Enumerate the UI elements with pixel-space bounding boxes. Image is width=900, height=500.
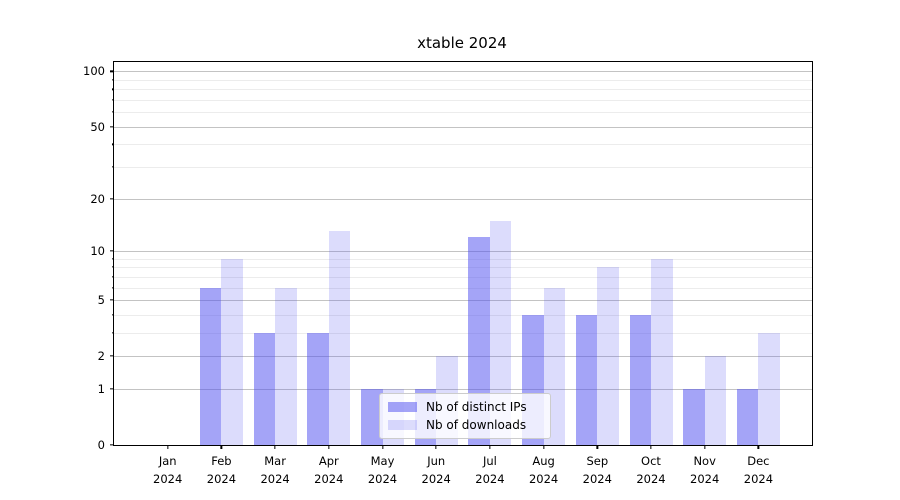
- y-gridline-minor: [114, 144, 812, 146]
- y-tick-label: 1: [97, 381, 105, 396]
- x-tick-label-mar: Mar 2024: [260, 454, 290, 486]
- x-tick-label-feb: Feb 2024: [206, 454, 237, 486]
- bar-distinct-ips-apr: [307, 332, 329, 445]
- x-axis-tick: [650, 445, 652, 449]
- y-gridline-minor: [114, 314, 812, 316]
- y-axis-minor-tick: [111, 332, 114, 334]
- x-axis-tick: [757, 445, 760, 449]
- y-gridline-minor: [114, 267, 812, 269]
- y-tick-label: 0: [97, 438, 105, 452]
- bar-distinct-ips-nov: [683, 388, 705, 445]
- y-axis-tick: [110, 197, 114, 200]
- y-axis-minor-tick: [111, 166, 114, 168]
- y-gridline-minor: [114, 112, 812, 114]
- y-gridline-major: [114, 126, 812, 128]
- x-tick-label-jun: Jun 2024: [421, 454, 451, 486]
- y-axis-tick: [110, 388, 114, 390]
- x-axis-tick: [381, 445, 384, 449]
- y-tick-label: 100: [83, 64, 105, 79]
- y-axis-minor-tick: [111, 286, 114, 289]
- x-axis-tick: [167, 445, 169, 449]
- y-gridline-major: [114, 71, 812, 73]
- bar-distinct-ips-dec: [736, 388, 759, 445]
- x-tick-label-apr: Apr 2024: [314, 454, 344, 486]
- bar-distinct-ips-feb: [199, 287, 222, 445]
- bar-downloads-nov: [704, 356, 727, 445]
- bar-downloads-jul: [489, 220, 512, 445]
- y-axis-minor-tick: [111, 111, 114, 113]
- y-axis-tick: [110, 250, 114, 252]
- bar-distinct-ips-mar: [253, 332, 276, 445]
- x-axis-tick: [596, 445, 598, 449]
- x-tick-label-jan: Jan 2024: [153, 454, 183, 486]
- y-axis-tick: [110, 299, 114, 301]
- x-axis-tick: [220, 445, 223, 449]
- y-gridline-minor: [114, 99, 812, 101]
- y-axis-minor-tick: [111, 314, 114, 316]
- x-axis-tick: [274, 445, 276, 449]
- y-gridline-minor: [114, 89, 812, 91]
- legend-row-distinct-ips: Nb of distinct IPs: [388, 400, 542, 414]
- y-axis-tick: [110, 70, 114, 73]
- y-axis-minor-tick: [111, 257, 114, 260]
- y-gridline-major: [114, 300, 812, 301]
- y-tick-label: 20: [90, 191, 105, 206]
- y-gridline-minor: [114, 276, 812, 278]
- y-gridline-minor: [114, 332, 812, 334]
- y-gridline-major: [114, 356, 812, 358]
- bar-downloads-apr: [328, 231, 351, 445]
- y-gridline-major: [114, 250, 812, 252]
- x-axis-tick: [328, 445, 330, 449]
- y-axis-minor-tick: [111, 143, 114, 146]
- y-axis-minor-tick: [111, 276, 114, 278]
- chart-title: xtable 2024: [417, 34, 507, 52]
- x-tick-label-aug: Aug 2024: [528, 454, 559, 486]
- legend-label-downloads: Nb of downloads: [426, 418, 527, 432]
- y-axis-minor-tick: [111, 79, 114, 81]
- y-tick-label: 50: [90, 119, 105, 134]
- y-axis-minor-tick: [111, 266, 114, 268]
- y-tick-label: 5: [97, 293, 105, 307]
- x-tick-label-sep: Sep 2024: [582, 454, 612, 486]
- legend-label-distinct-ips: Nb of distinct IPs: [426, 400, 527, 414]
- y-tick-label: 10: [90, 243, 105, 258]
- y-axis-tick: [110, 444, 114, 446]
- y-tick-label: 2: [97, 349, 105, 364]
- y-axis-minor-tick: [111, 88, 114, 90]
- y-gridline-minor: [114, 167, 812, 168]
- y-axis-tick: [110, 126, 114, 128]
- y-axis-tick: [110, 355, 114, 357]
- x-tick-label-jul: Jul 2024: [475, 454, 505, 486]
- legend-row-downloads: Nb of downloads: [388, 418, 542, 432]
- bar-downloads-oct: [651, 258, 673, 445]
- x-tick-label-nov: Nov 2024: [690, 454, 720, 486]
- bar-distinct-ips-oct: [629, 314, 651, 445]
- x-axis-tick: [435, 445, 437, 449]
- plot-area: 0 1 2 5 10 20 50 100 Jan 2024 Feb 2024 Mar 2024 Apr…: [83, 61, 813, 486]
- legend-swatch-downloads: [388, 420, 417, 430]
- legend-swatch-distinct-ips: [388, 402, 417, 412]
- bar-downloads-sep: [597, 267, 619, 445]
- legend: Nb of distinct IPs Nb of downloads: [379, 393, 551, 439]
- bar-downloads-mar: [275, 287, 297, 445]
- bar-distinct-ips-sep: [575, 314, 598, 445]
- bar-downloads-dec: [758, 332, 780, 445]
- x-axis-tick: [542, 445, 545, 449]
- bar-downloads-feb: [221, 258, 243, 445]
- y-gridline-minor: [114, 79, 812, 81]
- x-tick-label-dec: Dec 2024: [743, 454, 774, 486]
- y-gridline-major: [114, 388, 812, 390]
- x-axis-tick: [489, 445, 491, 449]
- x-tick-label-oct: Oct 2024: [636, 454, 666, 486]
- x-axis-tick: [704, 445, 706, 449]
- y-gridline-minor: [114, 258, 812, 260]
- x-tick-label-may: May 2024: [367, 454, 398, 486]
- bar-distinct-ips-may: [361, 388, 383, 445]
- y-axis-minor-tick: [111, 99, 114, 101]
- y-gridline-major: [114, 198, 812, 200]
- y-gridline-minor: [114, 287, 812, 289]
